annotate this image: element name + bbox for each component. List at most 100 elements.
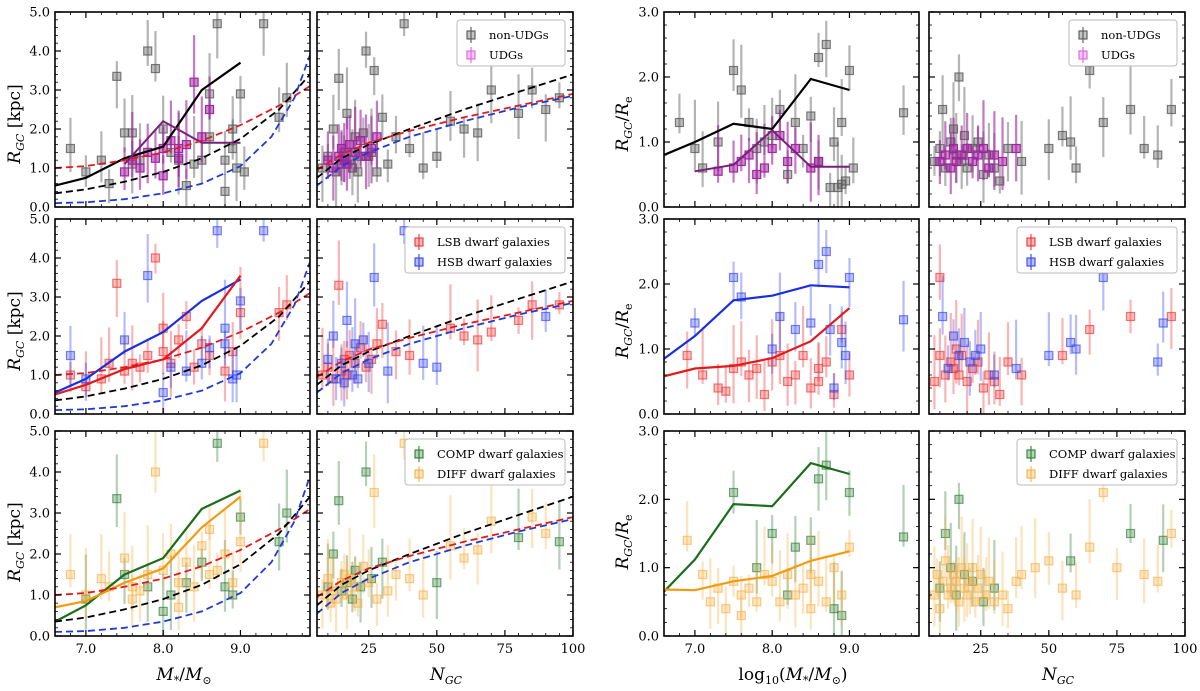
data-point [806,383,816,393]
data-point [1139,569,1149,580]
data-point [728,272,739,283]
y-axis-label-row1-left: RGC [kpc] [5,84,27,164]
data-point [935,583,945,593]
data-point [150,253,161,263]
data-point [377,112,387,122]
x-tick-label: 7.0 [685,642,706,657]
data-point [418,358,428,368]
legend-marker [414,237,424,247]
legend-label: non-UDGs [1101,28,1161,42]
legend-label: UDGs [489,48,523,62]
data-point [334,73,344,83]
data-point [821,597,831,607]
data-point [353,167,363,177]
panel-plot-area [664,20,909,207]
data-point [65,350,76,361]
data-point [282,508,292,518]
data-point [767,576,777,586]
legend: LSB dwarf galaxies HSB dwarf galaxies [1016,226,1178,274]
panel-plot-area [929,460,1176,635]
data-point [228,578,238,588]
data-point [759,569,770,580]
data-point [954,370,964,380]
legend: COMP dwarf galaxies DIFF dwarf galaxies [1016,438,1178,486]
data-point [984,370,994,380]
data-point [366,143,377,154]
data-point [369,487,379,498]
ticks: 7.0 8.0 9.0 0.0 1.0 2.0 3.0 4.0 5.0 [29,425,310,657]
data-point [1011,143,1021,154]
data-point [948,363,959,374]
panel-frame [316,430,574,637]
data-point [235,537,246,547]
x-axis-label-logmass: log10(M*/M⊙) [738,665,847,687]
median-line [55,495,242,609]
legend-label: LSB dwarf galaxies [437,235,550,249]
data-point [929,376,940,387]
panel-frame [663,430,920,637]
legend-label: DIFF dwarf galaxies [437,467,556,481]
data-point [806,569,816,580]
y-tick-label: 5.0 [29,425,50,440]
data-point [813,376,824,387]
data-point [1085,324,1095,335]
data-point [844,487,855,498]
series-lsb-dwarf-galaxies [929,244,1176,414]
data-point [135,163,145,173]
data-point [959,130,970,141]
fit-line [317,300,573,378]
data-point [957,563,967,573]
x-tick-label: 8.0 [153,642,174,657]
y-tick-label: 4.0 [29,466,50,481]
data-point [970,350,980,361]
panel-frame [54,218,311,415]
panel-frame [54,11,311,208]
data-point [345,350,355,361]
y-tick-label: 1.0 [638,561,659,576]
data-point [682,535,692,545]
data-point [1112,563,1122,573]
data-point [848,163,858,173]
data-point [1044,143,1054,154]
legend-label: UDGs [1101,48,1135,62]
data-point [399,19,409,29]
data-point [334,496,344,506]
data-point [806,604,816,614]
data-point [978,383,989,393]
y-tick-label: 3.0 [638,213,659,228]
data-point [736,610,746,621]
data-point [527,85,537,95]
data-point [721,386,731,396]
data-point [486,85,496,95]
data-point [158,387,168,398]
data-point [1016,370,1027,380]
x-axis-label-mass: M*/M⊙ [155,665,211,687]
legend-label: non-UDGs [489,28,549,42]
data-point [946,583,956,593]
y-tick-label: 5.0 [29,213,50,228]
data-point [989,597,999,607]
y-tick-label: 2.0 [638,493,659,508]
data-point [790,117,800,128]
data-point [752,563,762,573]
legend-marker [414,257,424,267]
data-point [65,569,76,580]
data-point [976,569,986,580]
legend-marker [1078,50,1088,60]
data-point [682,350,692,361]
data-point [837,179,847,189]
data-point [96,573,106,584]
data-point [690,318,700,328]
legend: non-UDGs UDGs [456,19,566,67]
x-tick-label: 8.0 [762,642,783,657]
data-point [174,602,184,612]
data-point [513,532,524,543]
data-point [513,108,524,119]
data-point [951,576,961,586]
data-point [391,347,401,357]
data-point [527,300,537,310]
data-point [965,576,975,586]
data-point [1153,150,1163,160]
data-point [220,582,230,592]
